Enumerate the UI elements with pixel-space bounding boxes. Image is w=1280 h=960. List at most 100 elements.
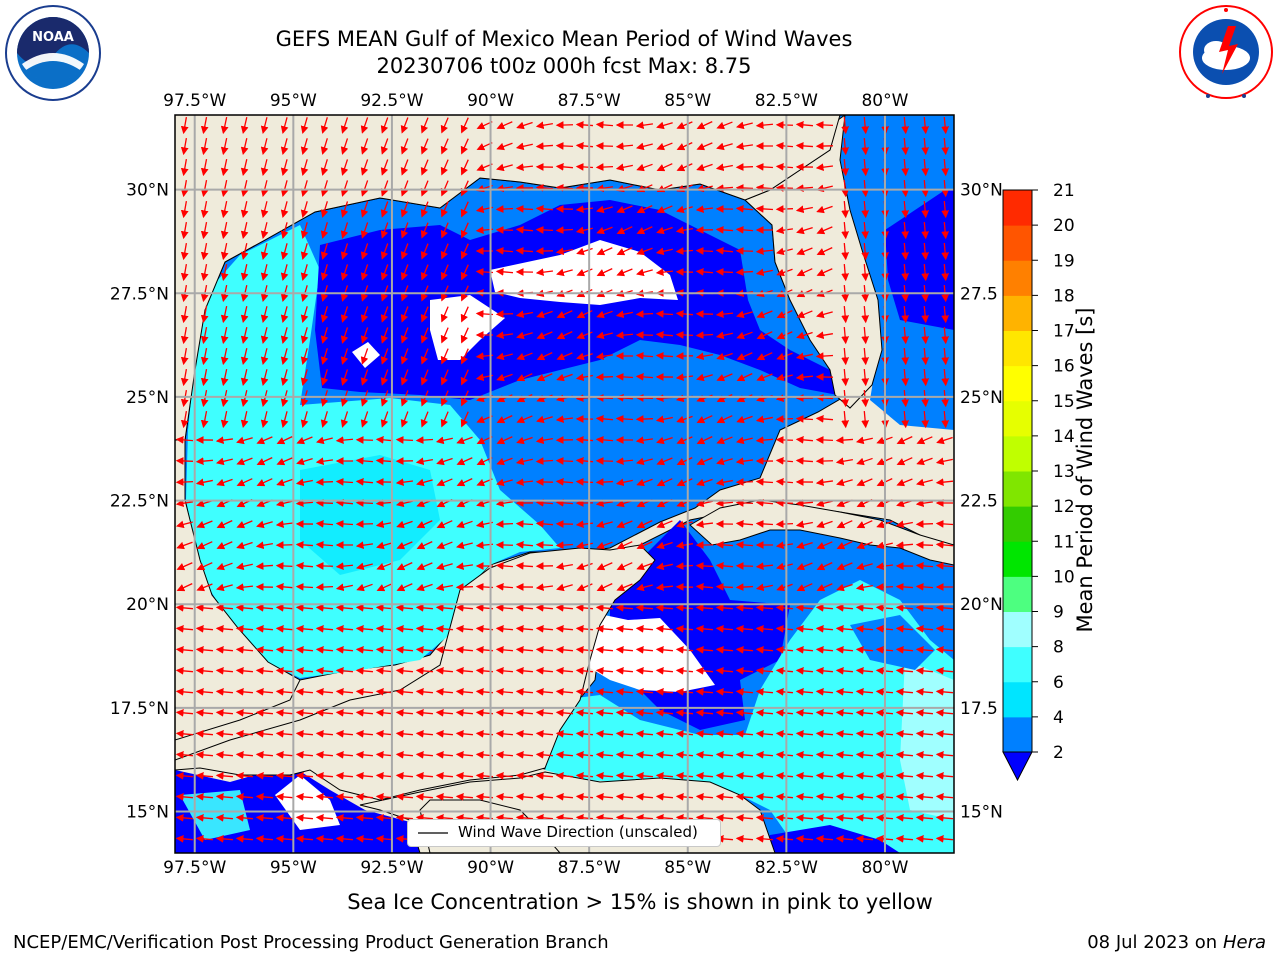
wind-arrow (320, 222, 329, 239)
wind-arrow (196, 583, 213, 592)
wind-arrow (496, 457, 513, 466)
wind-arrow (636, 478, 653, 487)
wind-arrow (335, 645, 354, 654)
wind-arrow (575, 624, 594, 633)
wind-arrow (716, 394, 733, 403)
wind-arrow (861, 326, 870, 345)
wind-arrow (220, 117, 229, 135)
wind-arrow (856, 457, 873, 466)
wind-arrow (255, 624, 274, 633)
wind-arrow (420, 306, 429, 323)
lon-tick-label-bottom: 95°W (270, 858, 317, 878)
wind-arrow (295, 541, 314, 549)
wind-arrow (595, 142, 614, 150)
wind-arrow (260, 348, 269, 366)
wind-arrow (235, 583, 254, 592)
wind-arrow (575, 373, 593, 382)
wind-arrow (901, 179, 910, 198)
wind-arrow (755, 645, 774, 654)
wind-arrow (360, 201, 369, 218)
wind-arrow (320, 180, 329, 197)
wind-arrow (595, 373, 614, 381)
wind-arrow (815, 624, 834, 633)
wind-arrow (535, 498, 554, 507)
wind-arrow (596, 268, 613, 277)
wind-arrow (395, 603, 414, 612)
wind-arrow (935, 520, 954, 528)
wind-arrow (796, 310, 813, 319)
wind-arrow (816, 247, 833, 256)
wind-arrow (516, 331, 533, 340)
wind-arrow (355, 456, 374, 465)
wind-arrow (656, 478, 673, 487)
wind-arrow (915, 561, 934, 570)
wind-arrow (555, 183, 574, 192)
wind-arrow (320, 306, 329, 323)
wind-arrow (895, 583, 914, 591)
wind-arrow (200, 117, 209, 135)
wind-arrow (276, 436, 293, 445)
wind-arrow (856, 541, 873, 550)
wind-arrow (555, 541, 574, 549)
wind-arrow (655, 603, 674, 612)
wind-arrow (615, 310, 633, 319)
wind-arrow (360, 369, 369, 386)
lon-tick-label-top: 95°W (270, 91, 317, 111)
wind-arrow (756, 331, 773, 340)
wind-arrow (835, 603, 854, 612)
wind-arrow (375, 603, 394, 612)
wind-arrow (340, 117, 349, 134)
wind-arrow (536, 310, 553, 319)
wind-arrow (935, 624, 954, 633)
chart-title: GEFS MEAN Gulf of Mexico Mean Period of … (275, 27, 853, 51)
wind-arrow (320, 327, 329, 344)
wind-arrow (796, 562, 813, 571)
wind-arrow (776, 352, 793, 361)
wind-arrow (280, 180, 289, 197)
lat-tick-label-right: 17.5 (960, 699, 998, 719)
wind-arrow (400, 243, 409, 260)
wind-arrow (200, 159, 209, 177)
wind-arrow (596, 205, 613, 214)
wind-arrow (735, 603, 754, 612)
wind-arrow (460, 327, 469, 344)
wind-arrow (615, 331, 634, 340)
wind-arrow (915, 499, 934, 508)
wind-arrow (340, 411, 349, 428)
wind-arrow (180, 411, 189, 429)
wind-arrow (655, 583, 674, 592)
wind-arrow (275, 562, 294, 570)
wind-arrow (535, 583, 554, 592)
wind-arrow (921, 137, 930, 156)
wind-arrow (240, 138, 249, 156)
wind-arrow (400, 159, 409, 176)
wind-arrow (841, 137, 850, 156)
wind-arrow (775, 666, 794, 675)
wind-arrow (535, 204, 554, 213)
wind-arrow (420, 411, 429, 428)
wind-arrow (496, 121, 513, 130)
wind-arrow (635, 666, 654, 675)
wind-arrow (716, 142, 733, 151)
wind-arrow (836, 562, 853, 571)
wind-arrow (375, 499, 394, 508)
wind-arrow (196, 541, 213, 550)
wind-arrow (315, 436, 333, 445)
wind-arrow (335, 624, 354, 633)
wind-arrow (715, 583, 734, 591)
wind-arrow (695, 499, 713, 508)
wind-arrow (515, 520, 534, 528)
wind-arrow (220, 306, 229, 324)
lon-tick-label-bottom: 80°W (861, 858, 908, 878)
wind-arrow (635, 142, 653, 151)
wind-arrow (535, 603, 554, 612)
wind-arrow (855, 583, 873, 592)
wind-arrow (895, 603, 914, 612)
wind-arrow (380, 390, 389, 407)
wind-arrow (315, 519, 334, 528)
wind-arrow (315, 666, 334, 675)
wind-arrow (315, 645, 334, 654)
wind-arrow (696, 142, 713, 151)
noaa-logo: NOAA (4, 4, 102, 102)
